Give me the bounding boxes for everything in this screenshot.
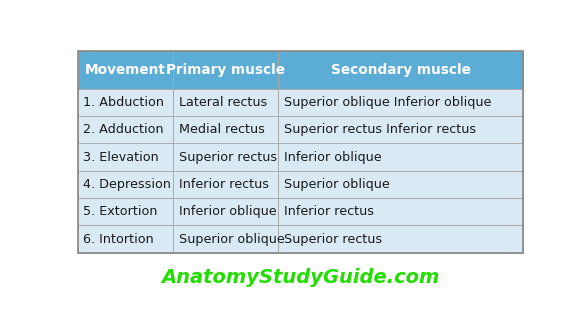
Text: Superior rectus: Superior rectus (284, 233, 381, 246)
Bar (278, 89, 523, 116)
Text: 5. Extortion: 5. Extortion (83, 205, 158, 218)
Bar (278, 116, 523, 144)
Text: Secondary muscle: Secondary muscle (331, 63, 471, 77)
Bar (278, 144, 523, 171)
Text: 6. Intortion: 6. Intortion (83, 233, 154, 246)
Bar (78, 144, 173, 171)
Bar (173, 225, 278, 253)
Bar (278, 171, 523, 198)
Text: Superior rectus Inferior rectus: Superior rectus Inferior rectus (284, 123, 476, 136)
Text: Lateral rectus: Lateral rectus (179, 96, 267, 109)
Text: Superior oblique: Superior oblique (179, 233, 285, 246)
Bar (278, 198, 523, 225)
Text: 1. Abduction: 1. Abduction (83, 96, 164, 109)
Bar (278, 52, 523, 89)
Text: 4. Depression: 4. Depression (83, 178, 171, 191)
Bar (173, 116, 278, 144)
Bar (173, 89, 278, 116)
Text: Inferior oblique: Inferior oblique (179, 205, 277, 218)
Text: Superior rectus: Superior rectus (179, 151, 277, 164)
Bar (78, 198, 173, 225)
Bar (173, 144, 278, 171)
Text: Inferior rectus: Inferior rectus (284, 205, 373, 218)
Text: Inferior oblique: Inferior oblique (284, 151, 381, 164)
Text: AnatomyStudyGuide.com: AnatomyStudyGuide.com (161, 268, 440, 287)
Text: 3. Elevation: 3. Elevation (83, 151, 159, 164)
Bar (173, 171, 278, 198)
Text: Primary muscle: Primary muscle (166, 63, 285, 77)
Bar (173, 198, 278, 225)
Bar (78, 116, 173, 144)
Text: Movement: Movement (85, 63, 166, 77)
Text: Medial rectus: Medial rectus (179, 123, 265, 136)
Bar (278, 225, 523, 253)
Text: Superior oblique: Superior oblique (284, 178, 389, 191)
Bar (78, 52, 523, 253)
Bar (78, 225, 173, 253)
Bar (78, 52, 173, 89)
Bar (78, 171, 173, 198)
Text: 2. Adduction: 2. Adduction (83, 123, 164, 136)
Text: Superior oblique Inferior oblique: Superior oblique Inferior oblique (284, 96, 491, 109)
Bar (78, 89, 173, 116)
Text: Inferior rectus: Inferior rectus (179, 178, 269, 191)
Bar (173, 52, 278, 89)
